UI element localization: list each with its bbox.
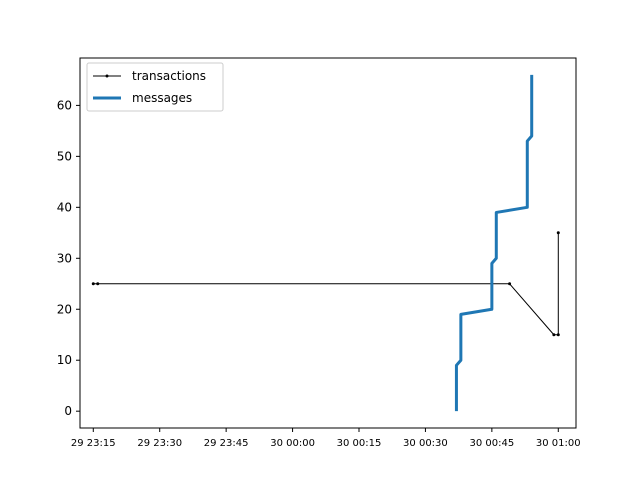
x-axis-ticks: 29 23:15 29 23:30 29 23:45 30 00:00 30 00:15… bbox=[71, 428, 581, 449]
x-tick-label: 29 23:45 bbox=[204, 438, 249, 449]
transactions-point bbox=[556, 231, 560, 235]
legend-messages-label: messages bbox=[132, 91, 192, 105]
x-tick-label: 29 23:15 bbox=[71, 438, 116, 449]
y-tick-label: 60 bbox=[57, 98, 72, 112]
transactions-point bbox=[556, 333, 560, 337]
y-tick-label: 30 bbox=[57, 251, 72, 265]
x-tick-label: 30 00:45 bbox=[469, 438, 514, 449]
x-tick-label: 30 00:15 bbox=[337, 438, 382, 449]
y-tick-label: 40 bbox=[57, 200, 72, 214]
legend-transactions-marker bbox=[105, 74, 109, 78]
y-tick-label: 10 bbox=[57, 353, 72, 367]
plot-area bbox=[80, 58, 576, 428]
x-tick-label: 30 00:00 bbox=[270, 438, 315, 449]
y-tick-label: 20 bbox=[57, 302, 72, 316]
transactions-point bbox=[91, 282, 95, 286]
legend-transactions-label: transactions bbox=[132, 69, 206, 83]
series-layer bbox=[91, 74, 560, 412]
transactions-point bbox=[96, 282, 100, 286]
y-axis-ticks: 0 10 20 30 40 50 60 bbox=[57, 98, 80, 418]
x-tick-label: 30 00:30 bbox=[403, 438, 448, 449]
transactions-point bbox=[508, 282, 512, 286]
messages-line bbox=[454, 74, 534, 412]
x-tick-label: 30 01:00 bbox=[536, 438, 581, 449]
x-tick-label: 29 23:30 bbox=[137, 438, 182, 449]
y-tick-label: 50 bbox=[57, 149, 72, 163]
y-tick-label: 0 bbox=[64, 404, 72, 418]
legend: transactions messages bbox=[86, 62, 224, 112]
plot-frame bbox=[79, 57, 577, 429]
transactions-point bbox=[552, 333, 556, 337]
